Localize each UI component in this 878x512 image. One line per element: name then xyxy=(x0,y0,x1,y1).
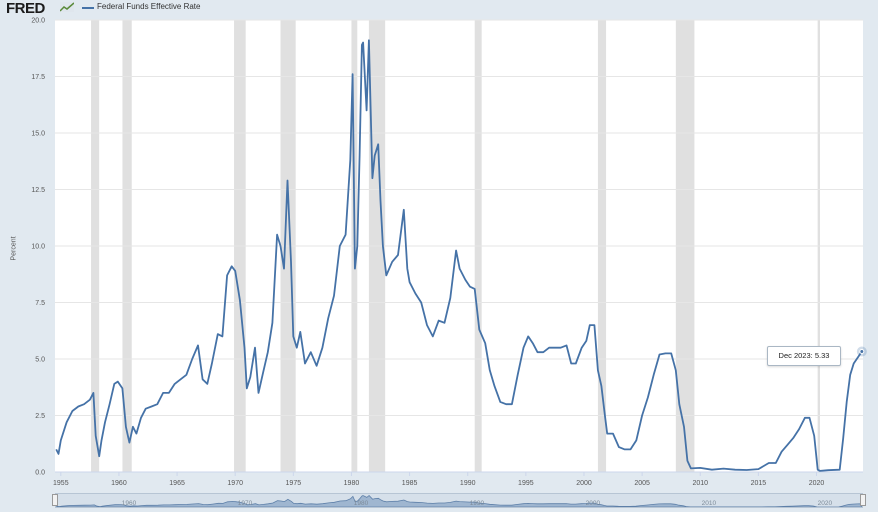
navigator-year-label: 1990 xyxy=(470,500,485,507)
x-tick-label: 1985 xyxy=(402,480,418,487)
x-tick-label: 2010 xyxy=(692,480,708,487)
x-tick-label: 2015 xyxy=(751,480,767,487)
x-tick-label: 1995 xyxy=(518,480,534,487)
y-tick-label: 20.0 xyxy=(31,18,45,25)
chart-header: FRED Federal Funds Effective Rate xyxy=(0,0,878,17)
y-tick-label: 10.0 xyxy=(31,244,45,251)
y-tick-label: 2.5 xyxy=(35,413,45,420)
navigator-year-label: 2000 xyxy=(586,500,601,507)
y-tick-label: 17.5 xyxy=(31,74,45,81)
legend-swatch xyxy=(82,7,94,9)
x-tick-label: 2000 xyxy=(576,480,592,487)
legend-series-label: Federal Funds Effective Rate xyxy=(97,2,201,11)
y-tick-label: 7.5 xyxy=(35,300,45,307)
hover-point xyxy=(859,349,865,355)
x-tick-label: 2005 xyxy=(634,480,650,487)
range-navigator[interactable]: 1960 1970 1980 1990 2000 2010 2020 xyxy=(55,493,863,508)
navigator-mini-chart: 1960 1970 1980 1990 2000 2010 2020 xyxy=(55,494,863,508)
series-line-fed-funds-rate xyxy=(55,39,863,472)
navigator-series-area xyxy=(55,494,863,508)
navigator-year-label: 1960 xyxy=(122,500,137,507)
x-tick-label: 1970 xyxy=(227,480,243,487)
navigator-year-label: 2020 xyxy=(818,500,833,507)
fred-logo-chart-icon xyxy=(60,2,74,12)
navigator-year-label: 2010 xyxy=(702,500,717,507)
navigator-year-label: 1980 xyxy=(354,500,369,507)
y-tick-label: 12.5 xyxy=(31,187,45,194)
x-tick-label: 1960 xyxy=(111,480,127,487)
navigator-left-handle[interactable] xyxy=(52,494,58,506)
x-tick-label: 2020 xyxy=(809,480,825,487)
fred-logo[interactable]: FRED xyxy=(6,0,45,17)
tooltip-label: Dec 2023: xyxy=(778,351,813,360)
y-tick-label: 0.0 xyxy=(35,470,45,477)
x-tick-label: 1975 xyxy=(286,480,302,487)
navigator-year-label: 1970 xyxy=(238,500,253,507)
x-tick-label: 1965 xyxy=(169,480,185,487)
navigator-right-handle[interactable] xyxy=(860,494,866,506)
x-tick-label: 1980 xyxy=(344,480,360,487)
x-tick-label: 1955 xyxy=(53,480,69,487)
tooltip-value: 5.33 xyxy=(814,351,830,360)
data-tooltip: Dec 2023: 5.33 xyxy=(767,346,841,366)
y-tick-label: 15.0 xyxy=(31,131,45,138)
x-tick-label: 1990 xyxy=(460,480,476,487)
y-tick-label: 5.0 xyxy=(35,357,45,364)
